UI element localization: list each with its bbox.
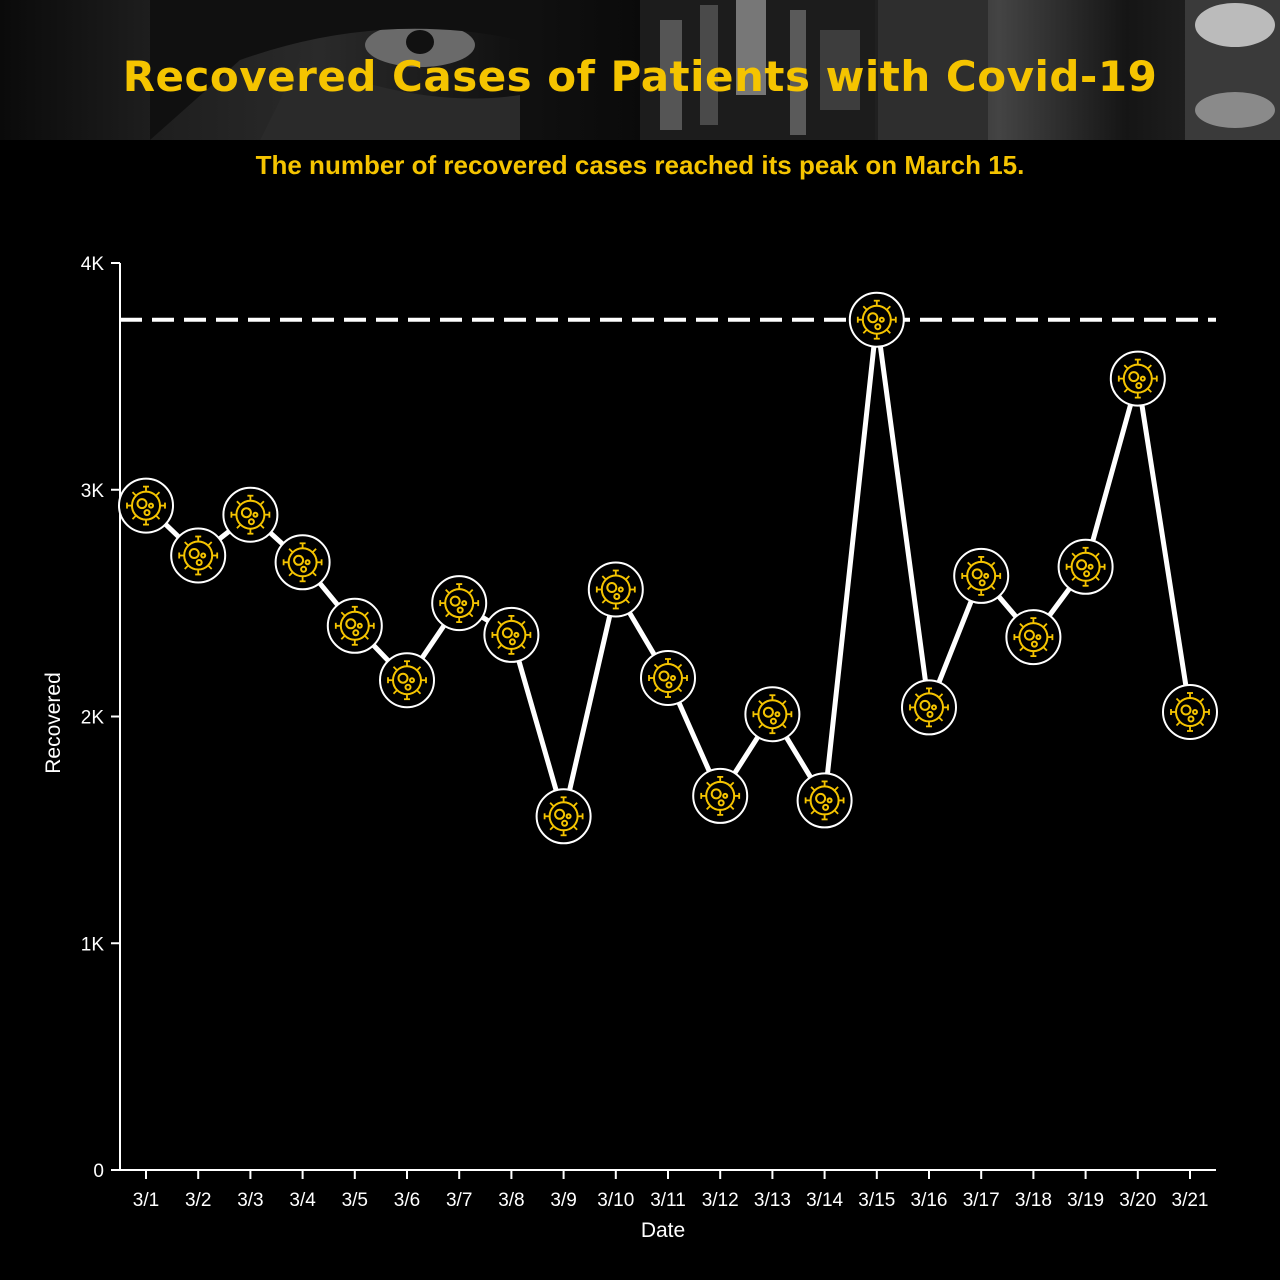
data-point — [848, 291, 905, 348]
data-point — [953, 547, 1010, 604]
x-tick-label: 3/16 — [911, 1190, 948, 1211]
x-tick-label: 3/11 — [650, 1190, 686, 1211]
y-axis-title: Recovered — [42, 672, 65, 774]
virus-icon — [126, 485, 166, 526]
virus-icon — [1065, 546, 1106, 587]
x-tick-label: 3/6 — [394, 1190, 420, 1211]
virus-icon — [439, 583, 480, 624]
data-point — [587, 561, 644, 618]
x-tick-label: 3/18 — [1015, 1190, 1052, 1211]
virus-icon — [178, 535, 219, 576]
axes: 0 1K 2K 3K 4K 3/1 3/2 3/3 3/4 3/5 3/6 3/7 3/8 3/9 3/10… — [81, 254, 1216, 1211]
x-tick-label: 3/9 — [550, 1190, 576, 1211]
y-tick-label: 1K — [81, 934, 105, 955]
x-tick-label: 3/12 — [702, 1190, 739, 1211]
data-point — [535, 788, 592, 845]
data-point — [274, 534, 331, 591]
virus-icon — [1170, 692, 1210, 732]
data-point — [901, 679, 957, 736]
virus-icon — [1117, 358, 1158, 399]
virus-icon — [856, 299, 897, 340]
virus-icon — [334, 605, 375, 646]
x-tick-label: 3/14 — [806, 1190, 843, 1211]
x-tick-label: 3/2 — [185, 1190, 211, 1211]
virus-icon — [1013, 617, 1054, 658]
data-point — [431, 575, 488, 632]
x-tick-label: 3/13 — [754, 1190, 791, 1211]
y-tick-label: 4K — [81, 254, 105, 275]
virus-icon — [961, 555, 1002, 596]
y-tick-label: 3K — [81, 481, 105, 502]
chart-subtitle: The number of recovered cases reached it… — [255, 150, 1025, 180]
x-axis-title: Date — [641, 1219, 685, 1242]
page-title: Recovered Cases of Patients with Covid-1… — [122, 52, 1158, 101]
data-point — [1057, 538, 1114, 595]
data-point — [692, 767, 749, 824]
x-tick-label: 3/8 — [498, 1190, 524, 1211]
virus-icon — [700, 775, 741, 816]
data-point — [483, 606, 540, 663]
x-tick-label: 3/15 — [858, 1190, 895, 1211]
data-point — [1162, 684, 1218, 740]
x-tick-label: 3/21 — [1172, 1190, 1209, 1211]
virus-icon — [752, 694, 793, 735]
header-banner: Recovered Cases of Patients with Covid-1… — [0, 0, 1280, 140]
virus-icon — [648, 658, 688, 698]
x-tick-label: 3/1 — [133, 1190, 159, 1211]
virus-icon — [282, 542, 323, 583]
data-point — [118, 477, 174, 534]
x-tick-label: 3/4 — [289, 1190, 316, 1211]
data-point — [640, 650, 696, 706]
x-tick-label: 3/7 — [446, 1190, 472, 1211]
virus-icon — [491, 614, 532, 655]
data-point — [796, 772, 853, 829]
virus-icon — [595, 569, 636, 610]
x-tick-label: 3/20 — [1119, 1190, 1156, 1211]
y-tick-label: 0 — [93, 1161, 104, 1182]
data-point — [1109, 350, 1166, 407]
virus-icon — [909, 687, 949, 728]
virus-icon — [804, 780, 845, 821]
y-tick-label: 2K — [81, 708, 105, 729]
x-tick-label: 3/19 — [1067, 1190, 1104, 1211]
data-point — [326, 597, 383, 654]
banner-photo — [150, 0, 1280, 140]
data-point — [222, 486, 279, 543]
x-tick-label: 3/10 — [597, 1190, 634, 1211]
x-tick-label: 3/5 — [342, 1190, 368, 1211]
data-point — [170, 527, 227, 584]
x-tick-label: 3/17 — [963, 1190, 1000, 1211]
virus-icon — [230, 494, 271, 535]
data-point — [744, 686, 801, 743]
x-tick-label: 3/3 — [237, 1190, 263, 1211]
data-point — [1005, 609, 1062, 666]
data-point — [379, 652, 435, 709]
virus-icon — [387, 660, 427, 701]
virus-icon — [543, 796, 584, 837]
